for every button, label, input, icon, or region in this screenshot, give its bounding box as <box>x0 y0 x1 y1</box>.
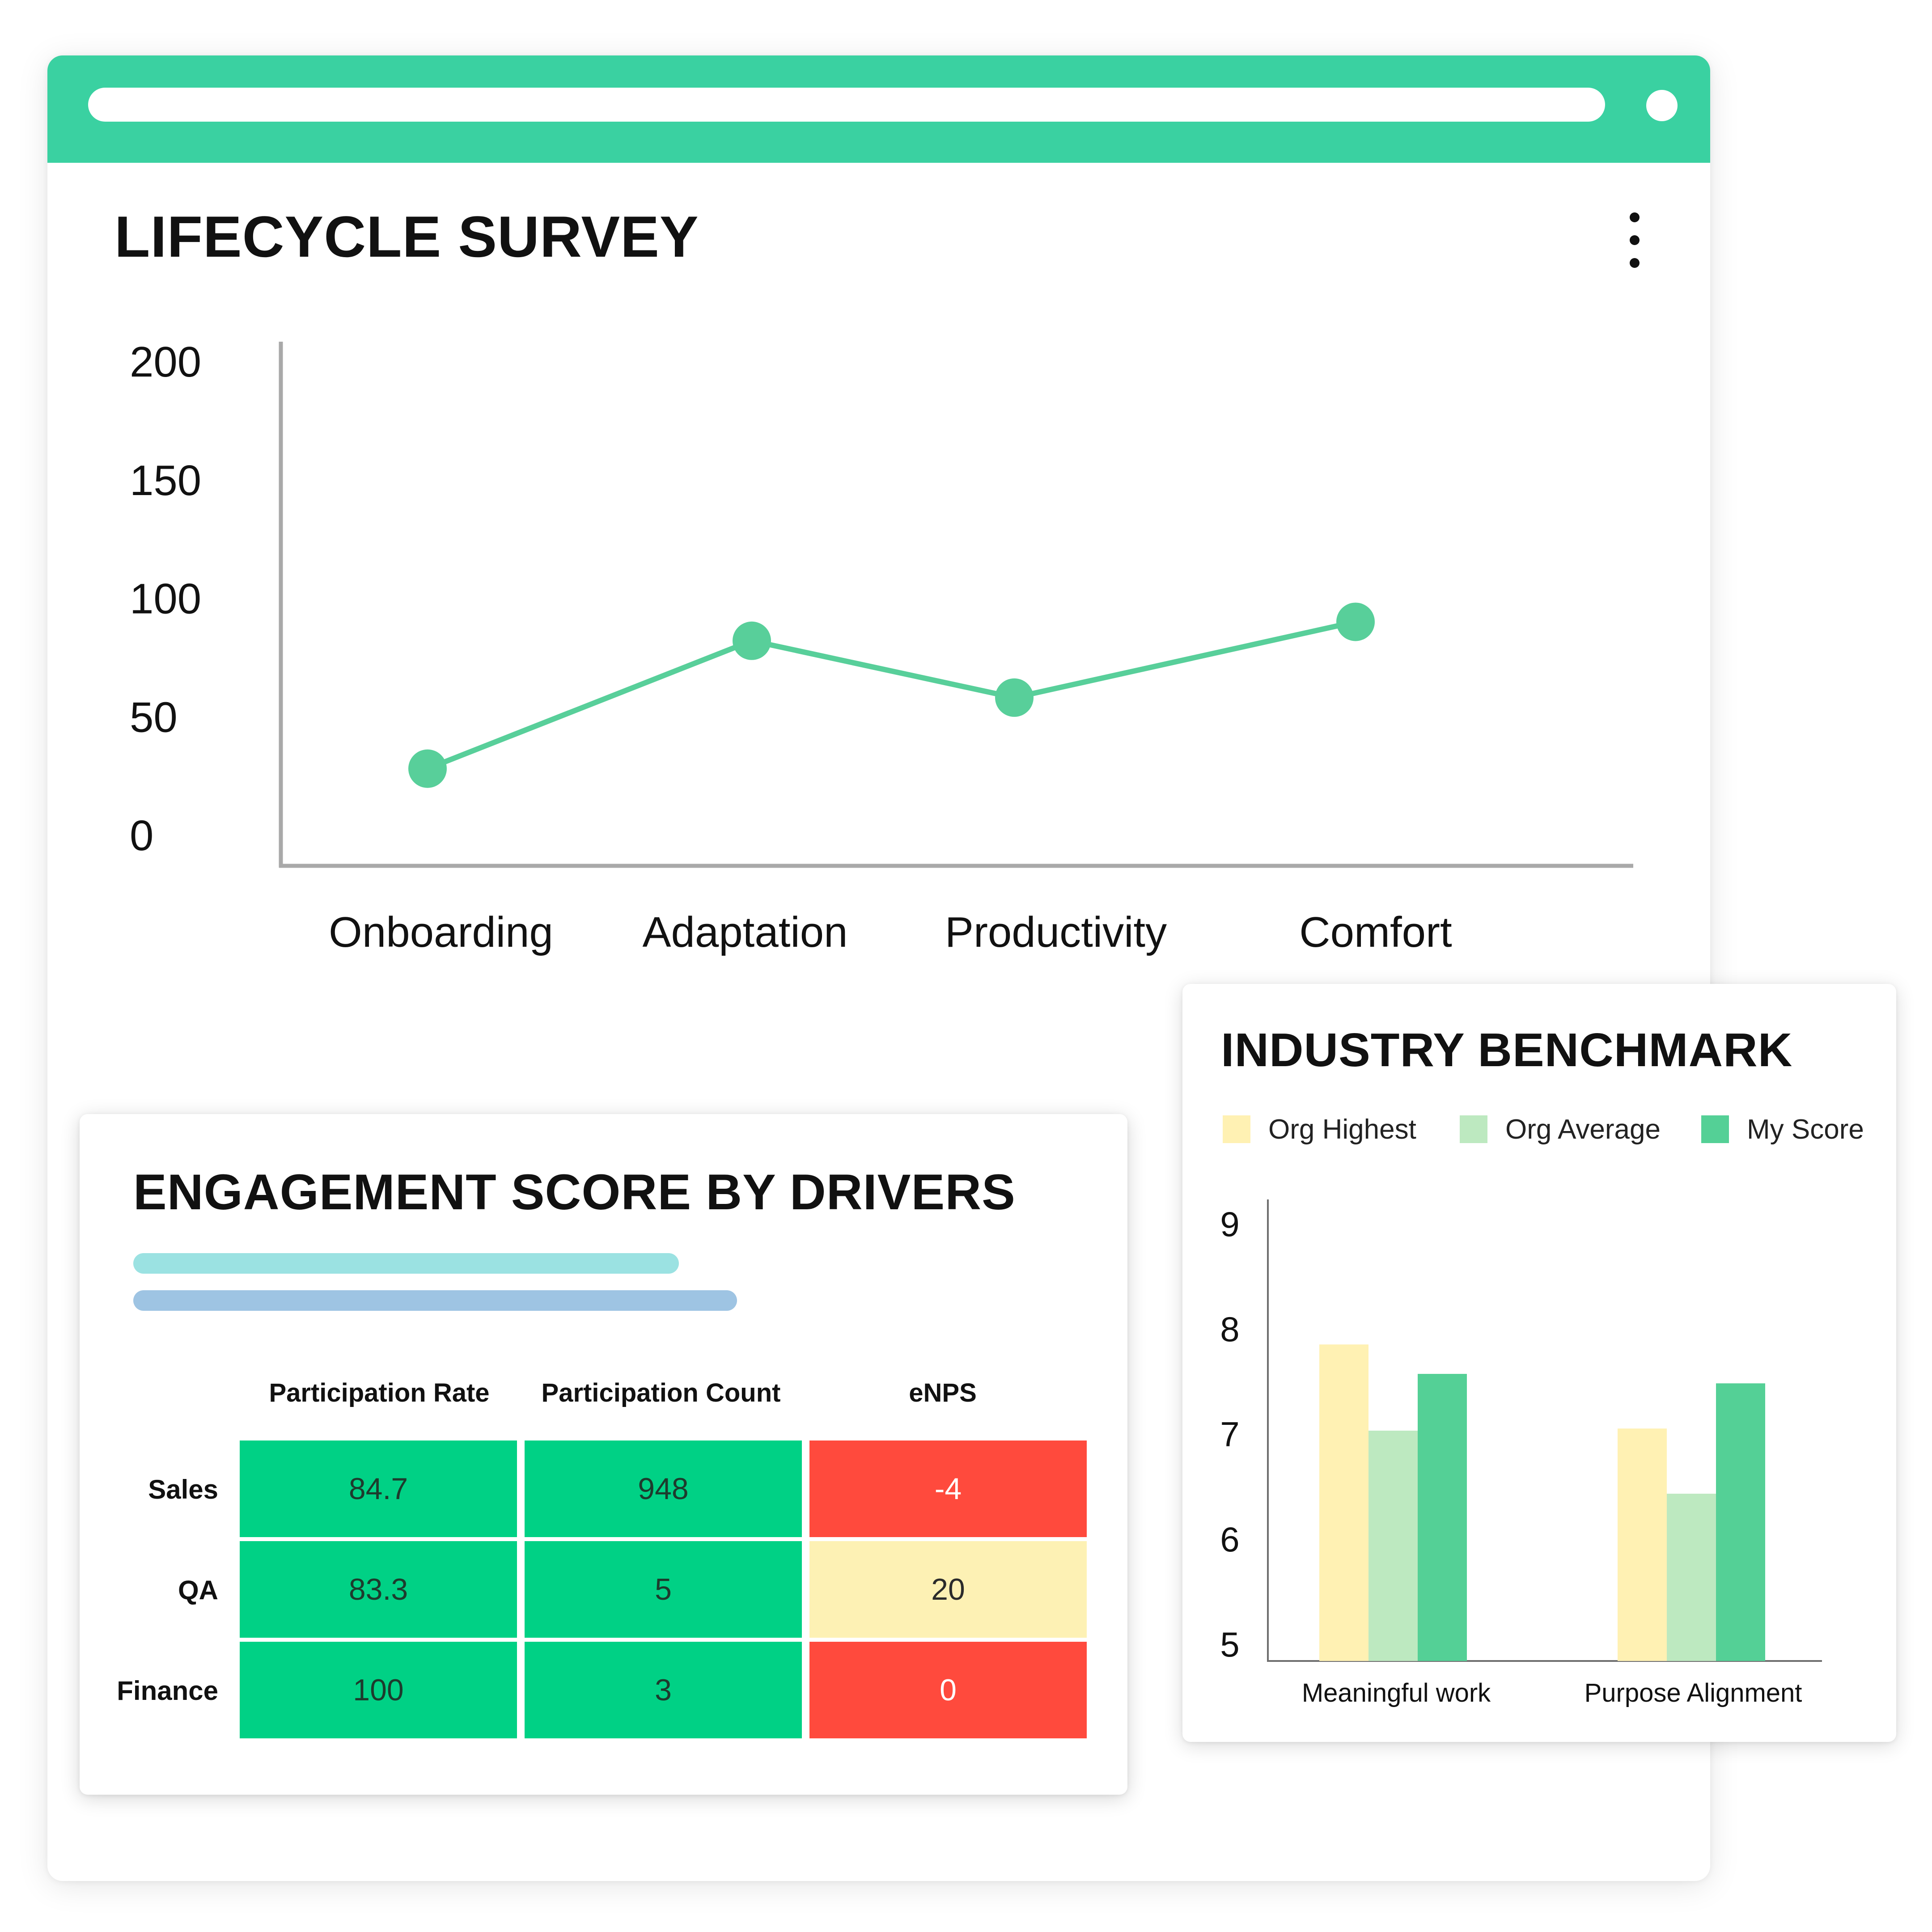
bar[interactable] <box>1319 1344 1368 1661</box>
y-tick-label: 200 <box>130 338 201 386</box>
legend-item-org-highest: Org Highest <box>1223 1114 1416 1145</box>
column-header-participation-rate: Participation Rate <box>269 1378 490 1407</box>
bar[interactable] <box>1368 1430 1418 1661</box>
y-tick-label: 150 <box>130 457 201 504</box>
legend-swatch <box>1701 1115 1729 1143</box>
bar[interactable] <box>1618 1428 1667 1661</box>
x-tick-label: Onboarding <box>329 908 553 956</box>
x-tick-label: Productivity <box>945 908 1167 956</box>
x-category-label: Purpose Alignment <box>1585 1678 1802 1707</box>
data-point[interactable] <box>1336 602 1375 641</box>
y-tick-label: 6 <box>1220 1520 1239 1559</box>
lifecycle-survey-title: LIFECYCLE SURVEY <box>114 204 699 269</box>
data-point[interactable] <box>733 621 771 660</box>
legend-label: Org Highest <box>1268 1114 1416 1145</box>
window-topbar <box>47 55 1710 163</box>
engagement-score-card: ENGAGEMENT SCORE BY DRIVERS Participatio… <box>80 1114 1127 1795</box>
row-header: Sales <box>148 1474 218 1504</box>
legend-label: Org Average <box>1505 1114 1661 1145</box>
table-cell: 100 <box>240 1642 517 1738</box>
series-line <box>425 619 1358 771</box>
table-cell: 3 <box>525 1642 802 1738</box>
x-category-label: Meaningful work <box>1302 1678 1491 1707</box>
bar[interactable] <box>1716 1383 1765 1661</box>
window-control-dot[interactable] <box>1646 90 1678 121</box>
placeholder-bar <box>133 1290 737 1311</box>
data-point[interactable] <box>995 678 1034 717</box>
bar[interactable] <box>1418 1374 1467 1661</box>
table-cell: -4 <box>809 1441 1087 1537</box>
row-header: Finance <box>117 1676 218 1706</box>
column-header-participation-count: Participation Count <box>541 1378 781 1407</box>
engagement-card-title: ENGAGEMENT SCORE BY DRIVERS <box>133 1164 1016 1220</box>
legend-item-org-average: Org Average <box>1460 1114 1661 1145</box>
y-tick-label: 9 <box>1220 1204 1239 1244</box>
data-point[interactable] <box>408 749 447 788</box>
table-cell: 20 <box>809 1541 1087 1638</box>
address-bar[interactable] <box>88 88 1605 122</box>
y-tick-label: 8 <box>1220 1309 1239 1349</box>
legend-swatch <box>1460 1115 1487 1143</box>
legend-swatch <box>1223 1115 1250 1143</box>
benchmark-bar-chart: 5 6 7 8 9 Meaningful work Purpose Alignment <box>1220 1199 1822 1707</box>
row-header: QA <box>178 1575 218 1605</box>
y-tick-label: 50 <box>130 693 178 741</box>
x-tick-label: Comfort <box>1299 908 1452 956</box>
table-cell: 5 <box>525 1541 802 1638</box>
column-header-enps: eNPS <box>909 1378 977 1407</box>
more-vertical-icon[interactable] <box>1619 207 1650 274</box>
benchmark-card-title: INDUSTRY BENCHMARK <box>1221 1024 1793 1076</box>
industry-benchmark-card: INDUSTRY BENCHMARK Org Highest Org Avera… <box>1182 984 1896 1742</box>
x-tick-label: Adaptation <box>642 908 847 956</box>
table-cell: 83.3 <box>240 1541 517 1638</box>
y-tick-label: 100 <box>130 575 201 623</box>
table-cell: 0 <box>809 1642 1087 1738</box>
table-cell: 84.7 <box>240 1441 517 1537</box>
placeholder-bar <box>133 1253 679 1274</box>
legend-label: My Score <box>1747 1114 1864 1145</box>
table-cell: 948 <box>525 1441 802 1537</box>
legend-item-my-score: My Score <box>1701 1114 1864 1145</box>
y-tick-label: 5 <box>1220 1625 1239 1664</box>
y-tick-label: 0 <box>130 812 153 860</box>
y-tick-label: 7 <box>1220 1415 1239 1454</box>
lifecycle-line-chart: 0 50 100 150 200 Onboarding Adaptation Product… <box>130 338 1633 956</box>
bar[interactable] <box>1667 1493 1716 1661</box>
